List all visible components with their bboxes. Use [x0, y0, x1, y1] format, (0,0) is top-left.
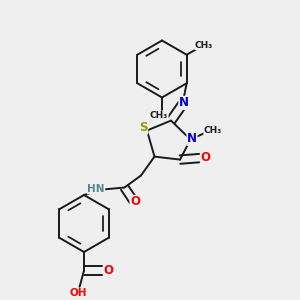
Text: CH₃: CH₃ — [195, 40, 213, 50]
Text: CH₃: CH₃ — [204, 126, 222, 135]
Text: N: N — [187, 132, 197, 146]
Text: S: S — [139, 121, 148, 134]
Text: N: N — [179, 96, 189, 110]
Text: CH₃: CH₃ — [150, 111, 168, 120]
Text: OH: OH — [69, 288, 87, 298]
Text: HN: HN — [87, 184, 105, 194]
Text: O: O — [200, 151, 211, 164]
Text: O: O — [103, 264, 114, 277]
Text: O: O — [130, 195, 140, 208]
